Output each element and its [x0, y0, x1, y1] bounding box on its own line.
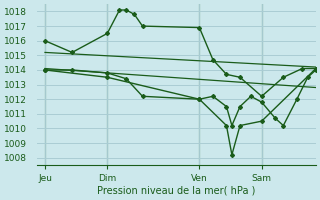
X-axis label: Pression niveau de la mer( hPa ): Pression niveau de la mer( hPa ) — [97, 186, 256, 196]
